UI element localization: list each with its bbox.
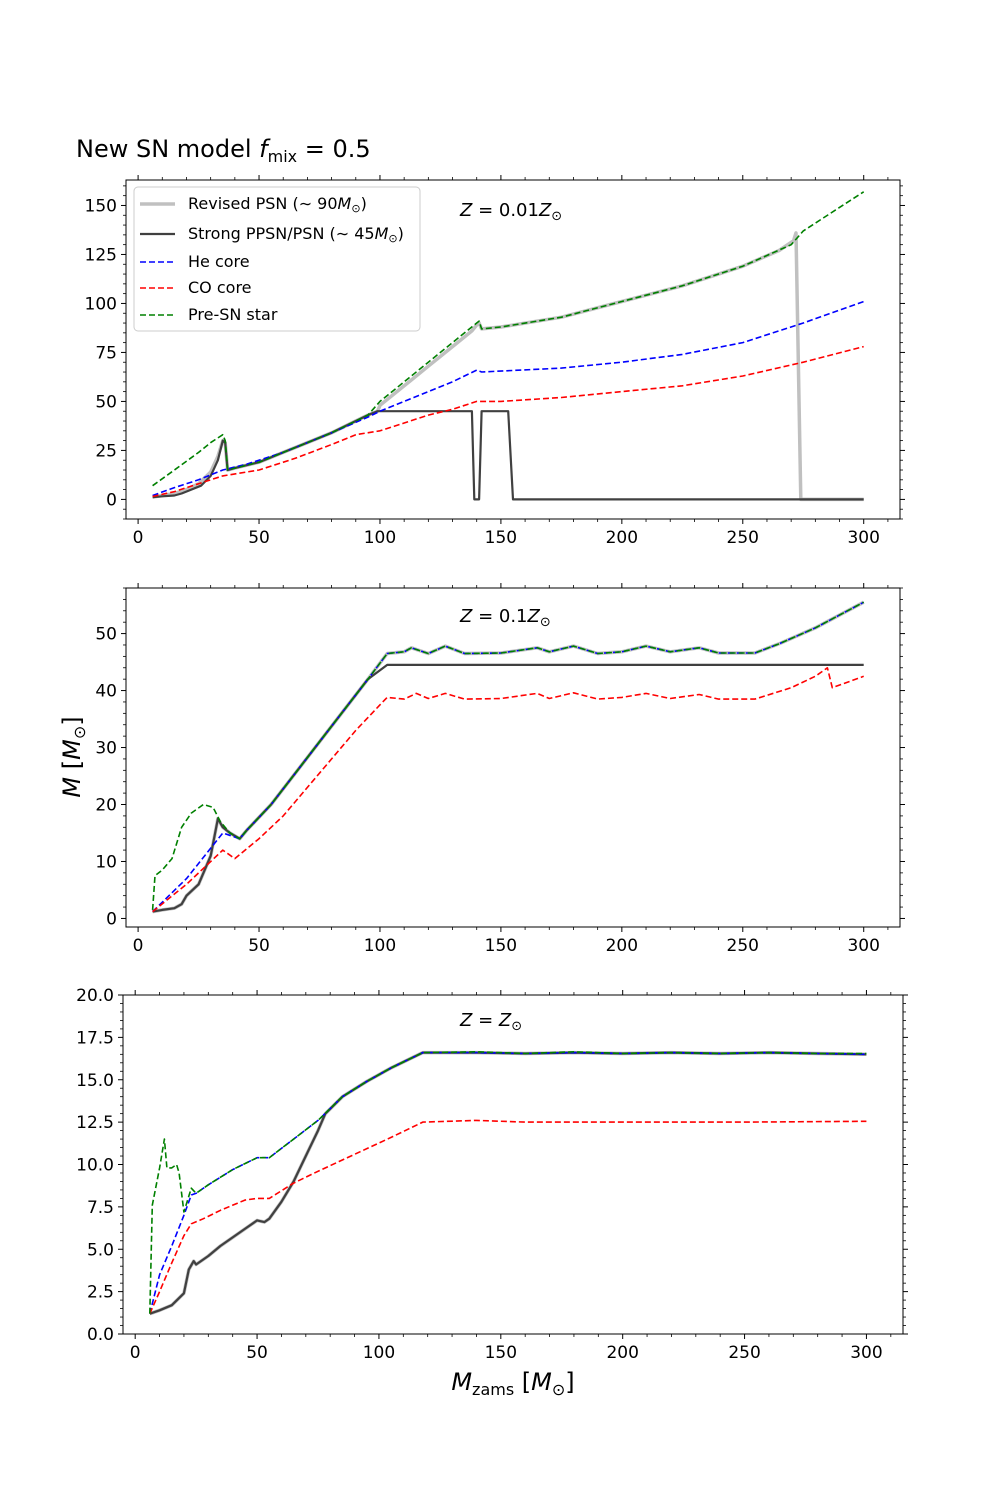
legend: Revised PSN (∼ 90M⊙) Strong PPSN/PSN (∼ 4… — [133, 186, 421, 332]
chart-title: New SN model fmix = 0.5 — [76, 135, 371, 166]
x-tick-label: 0 — [133, 936, 144, 956]
x-tick-label: 50 — [246, 1343, 268, 1363]
legend-frame — [133, 186, 421, 332]
y-tick-label: 125 — [85, 245, 117, 265]
x-tick-label: 250 — [727, 936, 759, 956]
y-tick-label: 25 — [95, 441, 117, 461]
y-tick-label: 20.0 — [76, 986, 114, 1006]
y-tick-label: 50 — [95, 392, 117, 412]
x-tick-label: 250 — [728, 1343, 760, 1363]
metallicity-annotation: Z = 0.1Z⊙ — [459, 606, 551, 630]
series-strong-ppsn — [152, 410, 864, 501]
x-tick-label: 150 — [485, 528, 517, 548]
x-tick-label: 200 — [606, 528, 638, 548]
y-tick-label: 0 — [106, 909, 117, 929]
series-group — [151, 600, 865, 914]
y-tick-label: 10.0 — [76, 1156, 114, 1176]
y-tick-label: 20 — [95, 796, 117, 816]
y-tick-label: 10 — [95, 852, 117, 872]
x-tick-label: 100 — [364, 936, 396, 956]
x-tick-label: 300 — [847, 936, 879, 956]
x-tick-label: 50 — [248, 528, 270, 548]
x-axis-label: Mzams [M⊙] — [451, 1368, 574, 1399]
y-tick-label: 5.0 — [87, 1240, 114, 1260]
x-tick-label: 0 — [130, 1343, 141, 1363]
x-tick-label: 300 — [850, 1343, 882, 1363]
series-co-core — [149, 1119, 867, 1315]
y-tick-label: 30 — [95, 739, 117, 759]
series-he-core — [152, 601, 865, 913]
legend-label-revised-psn: Revised PSN (∼ 90M⊙) — [188, 194, 367, 215]
y-tick-label: 75 — [95, 343, 117, 363]
y-tick-label: 7.5 — [87, 1198, 114, 1218]
series-strong-ppsn — [149, 1051, 867, 1315]
series-presn — [149, 1051, 867, 1314]
x-tick-label: 50 — [248, 936, 270, 956]
y-tick-label: 12.5 — [76, 1113, 114, 1133]
series-presn — [151, 601, 865, 910]
plot-frame — [125, 179, 901, 520]
x-tick-label: 200 — [606, 936, 638, 956]
x-tick-label: 100 — [363, 1343, 395, 1363]
x-tick-label: 0 — [133, 528, 144, 548]
y-tick-label: 0 — [106, 490, 117, 510]
y-axis-label: M [M⊙] — [58, 716, 89, 797]
y-tick-label: 15.0 — [76, 1071, 114, 1091]
y-tick-label: 150 — [85, 196, 117, 216]
x-tick-label: 150 — [485, 1343, 517, 1363]
metallicity-annotation: Z = Z⊙ — [459, 1010, 522, 1034]
panel-1: 0 50 100 150 200 250 300 0 25 50 75 100 125 150 Z = 0.… — [85, 175, 905, 548]
y-tick-label: 0.0 — [87, 1325, 114, 1345]
series-group — [149, 1050, 867, 1316]
series-co-core — [152, 345, 864, 498]
plot-frame — [122, 994, 904, 1335]
plot-frame — [125, 587, 901, 928]
series-co-core — [152, 667, 864, 913]
panel-3: 0 50 100 150 200 250 300 0.0 2.5 5.0 7.5 10.0 12.5 15… — [76, 986, 908, 1363]
series-he-core — [152, 300, 864, 497]
legend-label-presn: Pre-SN star — [188, 305, 278, 324]
x-tick-label: 150 — [485, 936, 517, 956]
series-revised-psn — [152, 600, 865, 914]
panel-2: 0 50 100 150 200 250 300 0 10 20 30 40 50 Z = 0.1Z⊙ — [95, 583, 905, 956]
y-tick-label: 50 — [95, 625, 117, 645]
y-tick-label: 100 — [85, 294, 117, 314]
x-tick-label: 100 — [364, 528, 396, 548]
series-presn — [152, 191, 865, 487]
x-tick-label: 300 — [847, 528, 879, 548]
series-he-core — [149, 1051, 867, 1314]
x-tick-label: 200 — [606, 1343, 638, 1363]
metallicity-annotation: Z = 0.01Z⊙ — [459, 200, 562, 224]
x-tick-label: 250 — [727, 528, 759, 548]
series-revised-psn — [149, 1050, 867, 1316]
y-tick-label: 40 — [95, 682, 117, 702]
legend-label-he-core: He core — [188, 252, 250, 271]
series-group — [152, 191, 865, 502]
legend-label-strong-ppsn: Strong PPSN/PSN (∼ 45M⊙) — [188, 224, 404, 245]
y-tick-label: 17.5 — [76, 1028, 114, 1048]
series-strong-ppsn — [152, 663, 864, 913]
legend-label-co-core: CO core — [188, 278, 252, 297]
y-tick-label: 2.5 — [87, 1283, 114, 1303]
